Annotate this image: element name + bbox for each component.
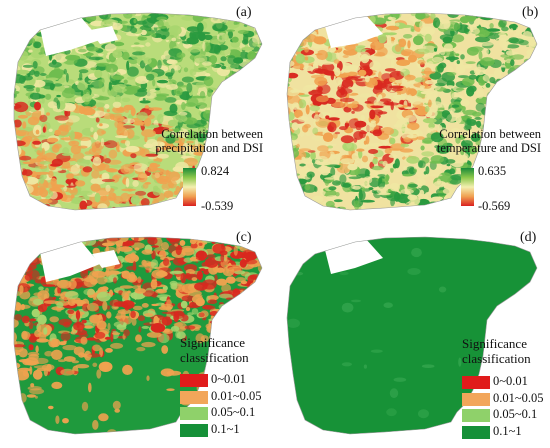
legend-item: 0.1~1 xyxy=(462,424,550,440)
legend-label: 0~0.01 xyxy=(493,374,528,388)
legend-swatch xyxy=(180,390,208,404)
colorbar-min-label: -0.569 xyxy=(478,199,511,213)
legend-item: 0~0.01 xyxy=(180,372,275,388)
legend-label: 0.01~0.05 xyxy=(493,390,544,405)
legend-swatch xyxy=(462,376,490,389)
legend-label: 0.05~0.1 xyxy=(493,407,538,421)
legend-label: 0.1~1 xyxy=(211,421,240,436)
colorbar-title-line: temperature and DSI xyxy=(436,141,541,155)
colorbar-title: Correlation between precipitation and DS… xyxy=(155,127,263,155)
colorbar-min-label: -0.539 xyxy=(201,199,234,213)
legend-label: 0.05~0.1 xyxy=(211,405,256,419)
legend-title-line: Significance xyxy=(462,336,527,351)
legend-title-line: classification xyxy=(462,351,531,366)
legend-label: 0.1~1 xyxy=(493,423,522,438)
panel-label: (d) xyxy=(520,230,537,245)
legend-title: Significance classification xyxy=(180,335,249,365)
colorbar-title-line: Correlation between xyxy=(161,127,263,141)
map-d xyxy=(286,236,538,435)
panel-label: (b) xyxy=(522,5,539,20)
legend-item: 0.1~1 xyxy=(180,422,275,438)
legend-swatch xyxy=(180,423,208,437)
map-c xyxy=(13,236,263,435)
legend-title-line: Significance xyxy=(180,335,245,350)
legend-item: 0.05~0.1 xyxy=(462,407,550,423)
legend-item: 0.01~0.05 xyxy=(180,389,275,405)
legend-title-line: classification xyxy=(180,350,249,365)
colorbar-max-label: 0.635 xyxy=(478,164,507,178)
panel-label: (a) xyxy=(236,5,252,20)
legend-title: Significance classification xyxy=(462,336,531,366)
colorbar xyxy=(183,168,196,206)
panel-b: (b) Correlation between temperature and … xyxy=(275,0,550,224)
colorbar-title: Correlation between temperature and DSI xyxy=(437,127,541,155)
legend-swatch xyxy=(462,425,490,439)
legend-label: 0~0.01 xyxy=(211,372,246,386)
panel-a: (a) Correlation between precipitation an… xyxy=(0,0,275,224)
colorbar xyxy=(461,168,474,206)
panel-label: (c) xyxy=(236,230,252,245)
panel-d: (d) Significance classification 0~0.01 0.… xyxy=(275,224,550,448)
map-a xyxy=(13,12,263,211)
colorbar-title-line: Correlation between xyxy=(439,127,541,141)
panel-c: (c) Significance classification 0~0.01 0.… xyxy=(0,224,275,448)
legend-item: 0~0.01 xyxy=(462,374,550,390)
legend-swatch xyxy=(462,409,490,422)
legend-label: 0.01~0.05 xyxy=(211,388,262,403)
legend-swatch xyxy=(180,374,208,387)
map-b xyxy=(286,12,538,211)
legend-item: 0.05~0.1 xyxy=(180,405,275,421)
colorbar-max-label: 0.824 xyxy=(201,164,230,178)
legend-swatch xyxy=(180,407,208,420)
legend-swatch xyxy=(462,392,490,406)
colorbar-title-line: precipitation and DSI xyxy=(155,141,263,155)
legend-item: 0.01~0.05 xyxy=(462,391,550,407)
